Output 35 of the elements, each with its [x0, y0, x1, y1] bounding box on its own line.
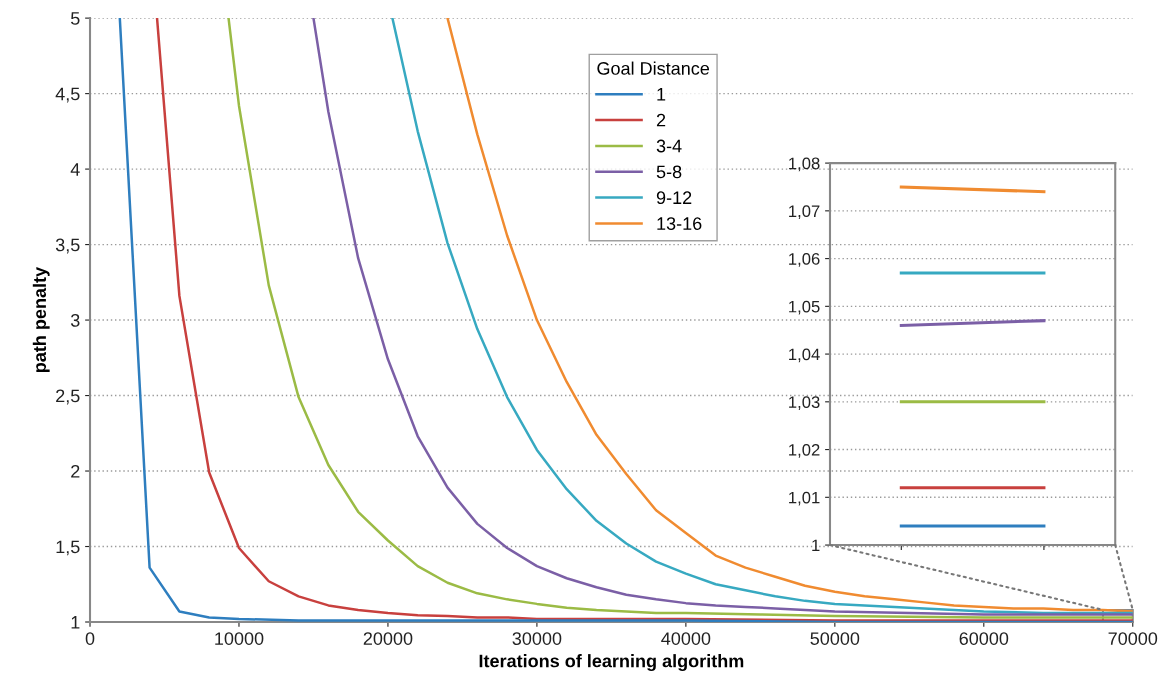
x-tick-label: 70000: [1108, 632, 1158, 645]
y-tick-label: 1,01: [789, 491, 820, 506]
legend-label: 2: [656, 113, 666, 127]
y-tick-label: 3: [70, 314, 80, 327]
legend-label: 13-16: [657, 217, 702, 230]
y-tick-label: 1,07: [789, 205, 820, 220]
y-tick-label: 1,05: [789, 300, 820, 315]
x-tick-label: 40000: [661, 632, 711, 645]
y-tick-label: 1,5: [56, 540, 80, 556]
x-tick-label: 30000: [512, 632, 562, 645]
legend-title: Goal Distance: [597, 61, 710, 75]
y-tick-label: 2,5: [56, 389, 80, 405]
legend-label: 3-4: [656, 139, 682, 153]
x-tick-label: 20000: [363, 632, 413, 645]
y-axis-title: path penalty: [32, 266, 50, 373]
y-tick-label: 1,04: [789, 348, 820, 363]
y-tick-label: 1,03: [789, 396, 820, 410]
x-tick-label: 50000: [810, 632, 860, 645]
y-tick-label: 1,08: [789, 157, 820, 172]
x-tick-label: 60000: [959, 632, 1009, 645]
x-tick-label: 10000: [215, 632, 264, 645]
y-tick-label: 3,5: [55, 238, 80, 254]
legend-label: 1: [657, 88, 666, 101]
x-axis-title: Iterations of learning algorithm: [479, 654, 744, 672]
x-tick-label: 0: [85, 632, 95, 645]
y-tick-label: 1: [812, 539, 820, 552]
y-tick-label: 1: [71, 616, 80, 629]
y-tick-label: 4,5: [55, 87, 80, 103]
legend-label: 9-12: [656, 191, 692, 205]
y-tick-label: 2: [71, 464, 80, 478]
y-tick-label: 1,06: [789, 252, 820, 267]
legend-label: 5-8: [656, 165, 682, 179]
y-tick-label: 1,02: [789, 443, 820, 458]
y-tick-label: 4: [70, 163, 80, 176]
y-tick-label: 5: [70, 12, 80, 25]
